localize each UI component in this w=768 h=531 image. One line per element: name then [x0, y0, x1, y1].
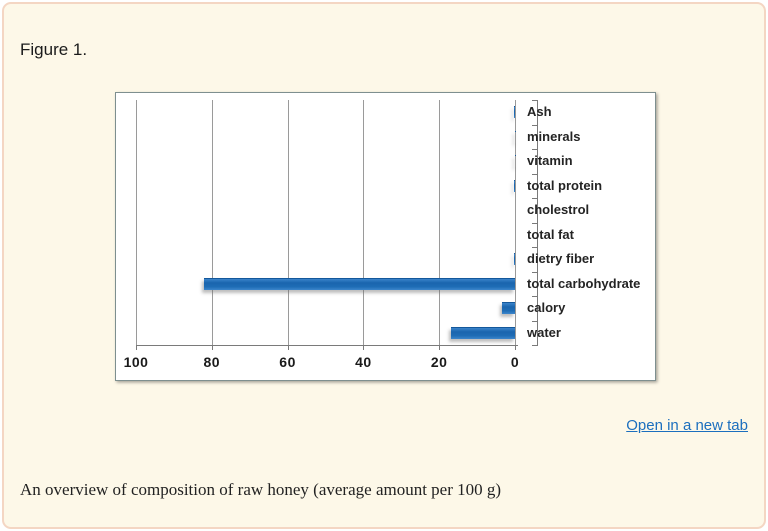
bar-water [450, 326, 515, 339]
category-axis-tick [532, 173, 538, 175]
category-axis-tick [532, 271, 538, 273]
category-label-total-protein: total protein [527, 177, 603, 193]
bar-total-protein [513, 179, 515, 192]
gridline-20 [439, 100, 441, 345]
category-label-cholestrol: cholestrol [527, 202, 590, 217]
x-axis-tick-20 [439, 345, 441, 350]
x-tick-label-80: 80 [203, 354, 221, 370]
x-axis-tick-0 [515, 345, 516, 350]
honey-composition-chart: Ash minerals vitamin total protein cholestro… [115, 92, 656, 381]
bar-ash [514, 106, 515, 119]
category-label-ash: Ash [527, 104, 552, 119]
x-tick-label-0: 0 [510, 354, 520, 370]
plot-area [136, 100, 516, 345]
x-tick-label-100: 100 [123, 354, 149, 370]
open-in-new-tab-link[interactable]: Open in a new tab [626, 417, 748, 434]
category-label-vitamin: vitamin [527, 153, 573, 168]
category-axis-tick [532, 345, 538, 346]
category-label-minerals: minerals [527, 128, 581, 144]
gridline-80 [211, 100, 213, 345]
x-tick-label-20: 20 [430, 354, 448, 370]
category-label-total-fat: total fat [527, 226, 574, 242]
x-axis-line [136, 345, 518, 346]
link-row: Open in a new tab [626, 417, 748, 435]
gridline-60 [287, 100, 289, 345]
x-axis-tick-100 [136, 345, 137, 350]
gridline-0 [515, 100, 516, 345]
x-axis-tick-80 [211, 345, 213, 350]
bar-total-carbohydrate [204, 277, 515, 290]
category-axis-tick [532, 100, 538, 101]
category-axis-tick [532, 222, 538, 224]
category-axis-tick [532, 149, 538, 150]
category-label-water: water [527, 324, 561, 340]
figure-caption: An overview of composition of raw honey … [20, 480, 502, 499]
category-axis-tick [532, 247, 538, 248]
figure-label: Figure 1. [20, 40, 88, 59]
bar-dietry-fiber [514, 253, 515, 266]
gridline-40 [363, 100, 365, 345]
x-axis-tick-40 [363, 345, 365, 350]
category-labels: Ash minerals vitamin total protein cholestro… [527, 100, 655, 345]
x-tick-label-60: 60 [279, 354, 296, 370]
category-label-total-carbohydrate: total carbohydrate [527, 275, 641, 291]
category-axis-tick [532, 124, 538, 126]
bar-calory [501, 302, 515, 315]
category-axis-tick [532, 320, 538, 322]
category-axis-tick [532, 296, 538, 297]
x-tick-label-40: 40 [355, 354, 372, 370]
category-axis-tick [532, 198, 538, 199]
category-label-calory: calory [527, 300, 566, 315]
x-axis-tick-60 [287, 345, 289, 350]
category-label-dietry-fiber: dietry fiber [527, 251, 595, 266]
gridline-100 [136, 100, 137, 345]
